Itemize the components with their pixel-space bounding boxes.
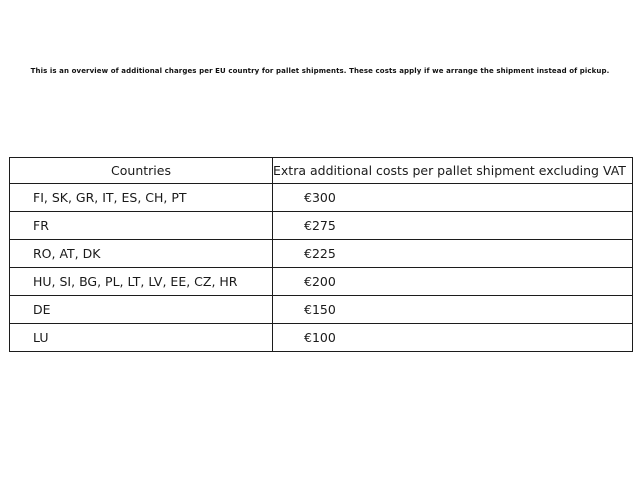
header-cost: Extra additional costs per pallet shipme…	[272, 157, 633, 184]
countries-cell: HU, SI, BG, PL, LT, LV, EE, CZ, HR	[9, 267, 273, 296]
cost-cell: €275	[272, 211, 633, 240]
countries-cell: DE	[9, 295, 273, 324]
table-row: FI, SK, GR, IT, ES, CH, PT €300	[9, 183, 633, 212]
table-row: FR €275	[9, 211, 633, 240]
intro-text: This is an overview of additional charge…	[30, 67, 610, 75]
table-row: DE €150	[9, 295, 633, 324]
cost-cell: €150	[272, 295, 633, 324]
countries-cell: FR	[9, 211, 273, 240]
countries-cell: LU	[9, 323, 273, 352]
header-row: Countries Extra additional costs per pal…	[9, 157, 633, 184]
charges-table-body: FI, SK, GR, IT, ES, CH, PT €300 FR €275 RO, …	[9, 183, 633, 352]
cost-cell: €300	[272, 183, 633, 212]
charges-table: Countries Extra additional costs per pal…	[9, 157, 633, 352]
header-countries: Countries	[9, 157, 273, 184]
countries-cell: FI, SK, GR, IT, ES, CH, PT	[9, 183, 273, 212]
table-row: HU, SI, BG, PL, LT, LV, EE, CZ, HR €200	[9, 267, 633, 296]
table-row: RO, AT, DK €225	[9, 239, 633, 268]
cost-cell: €100	[272, 323, 633, 352]
cost-cell: €200	[272, 267, 633, 296]
countries-cell: RO, AT, DK	[9, 239, 273, 268]
charges-table-header: Countries Extra additional costs per pal…	[9, 157, 633, 184]
table-row: LU €100	[9, 323, 633, 352]
cost-cell: €225	[272, 239, 633, 268]
